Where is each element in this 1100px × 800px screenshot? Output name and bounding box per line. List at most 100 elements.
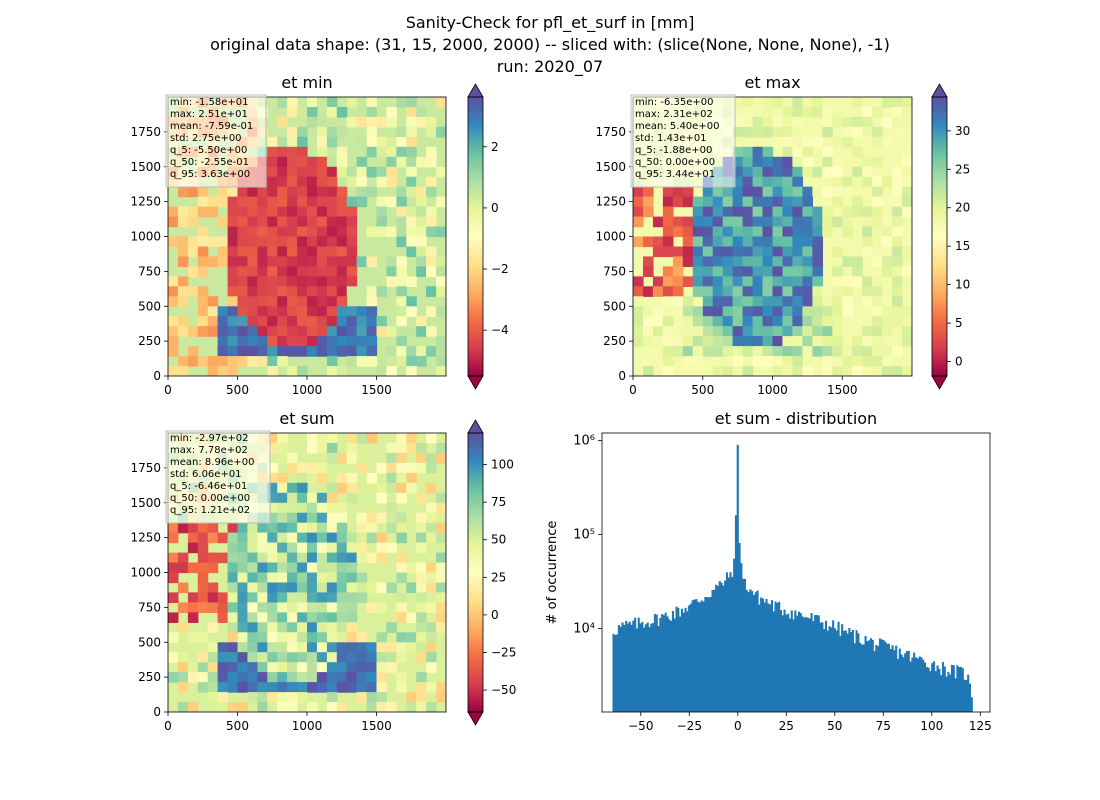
histogram-bar [824, 620, 828, 712]
histogram-bar [900, 654, 903, 712]
histogram-bar [720, 582, 723, 712]
histogram-bar [936, 665, 939, 712]
y-tick-label: 1250 [595, 195, 626, 209]
histogram-bar [761, 598, 764, 712]
histogram-bar [932, 661, 936, 712]
colorbar-frame [931, 96, 948, 377]
histogram-bar [970, 697, 973, 712]
colorbar-tick-label: −50 [491, 683, 516, 697]
histogram-bar [770, 600, 773, 712]
y-tick-label: 750 [138, 600, 161, 614]
stats-line: std: 2.75e+00 [170, 133, 242, 144]
x-tick-label: 75 [876, 719, 891, 733]
x-tick-label: −50 [628, 719, 653, 733]
histogram-bar [907, 650, 910, 712]
figure-title-line-1: Sanity-Check for pfl_et_surf in [mm] [405, 13, 695, 32]
y-tick-label: 500 [138, 299, 161, 313]
histogram-bar [839, 635, 842, 712]
histogram-bar [684, 607, 687, 712]
colorbar-tick-label: 50 [491, 533, 506, 547]
histogram-bar [641, 621, 644, 712]
figure-title-line-2: original data shape: (31, 15, 2000, 2000… [210, 35, 890, 54]
colorbar-tick-label: 15 [955, 239, 970, 253]
histogram-bar [925, 667, 928, 712]
y-tick-label: 10⁴ [573, 622, 595, 637]
histogram-bar [869, 638, 873, 712]
histogram-bar [887, 643, 891, 712]
histogram-bar [751, 591, 754, 712]
histogram-bar [850, 631, 853, 712]
histogram-bar [943, 666, 946, 712]
y-tick-label: 250 [138, 670, 161, 684]
y-tick-label: 1000 [130, 566, 161, 580]
stats-line: min: -6.35e+00 [635, 97, 714, 108]
histogram-bar [637, 617, 640, 712]
x-tick-label: 0 [629, 383, 637, 397]
histogram-bar [927, 667, 930, 712]
histogram-bar [886, 643, 889, 712]
histogram-bar [918, 656, 921, 712]
histogram-bar [952, 665, 955, 712]
histogram-bar [889, 649, 892, 712]
panel-title: et min [281, 73, 332, 92]
stats-line: mean: -7.59e-01 [170, 121, 253, 132]
histogram-bar [742, 578, 745, 712]
histogram-bar [963, 679, 966, 712]
histogram-bar [644, 624, 647, 712]
histogram-bar [806, 617, 810, 712]
histogram-bar [653, 614, 656, 712]
colorbar-gradient [468, 97, 483, 376]
y-tick-label: 1750 [130, 125, 161, 139]
histogram-bar [745, 590, 748, 712]
histogram-bar [896, 658, 900, 712]
histogram-bar [740, 563, 743, 712]
histogram-bar [877, 646, 880, 712]
histogram-bar [716, 585, 719, 712]
histogram-bar [646, 622, 649, 712]
axes-frame [601, 432, 991, 713]
histogram-bar [941, 662, 945, 712]
colorbar-tick-label: 0 [491, 608, 499, 622]
histogram-bar [733, 558, 736, 712]
colorbar-extend-max [467, 419, 484, 434]
stats-line: max: 7.78e+02 [170, 445, 248, 456]
histogram-bar [814, 615, 817, 712]
histogram-bar [626, 623, 629, 712]
histogram-bar [954, 678, 957, 712]
histogram-bar [803, 617, 806, 712]
histogram-bar [855, 630, 858, 712]
histogram-bar [652, 623, 655, 712]
histogram-bar [628, 621, 631, 712]
histogram-bar [698, 602, 701, 712]
y-tick-label: 1750 [595, 125, 626, 139]
histogram-bar [880, 639, 883, 712]
y-tick-label: 0 [153, 705, 161, 719]
colorbar-tick-label: 10 [955, 278, 970, 292]
histogram-bar [909, 661, 912, 712]
histogram-bar [648, 627, 651, 712]
histogram-bar [639, 623, 642, 712]
colorbar-extend-max [931, 83, 948, 98]
x-tick-label: 0 [164, 383, 172, 397]
histogram-bar [693, 599, 696, 712]
panel-title: et sum - distribution [715, 409, 877, 428]
histogram-bar [961, 668, 964, 712]
colorbar-frame [467, 96, 484, 377]
histogram-bar [765, 598, 768, 712]
histogram-bar [873, 650, 876, 712]
histogram-bar [810, 613, 813, 712]
histogram-bar [902, 657, 905, 712]
histogram-bar [947, 671, 950, 712]
histogram-bar [756, 590, 759, 712]
histogram-bar [650, 623, 653, 712]
colorbar-tick-label: 20 [955, 201, 970, 215]
histogram-bar [882, 640, 885, 712]
y-tick-label: 1500 [130, 496, 161, 510]
histogram-bar [754, 592, 757, 712]
histogram-bar [823, 628, 826, 712]
stats-line: mean: 5.40e+00 [635, 121, 719, 132]
colorbar-tick-label: 100 [491, 458, 514, 472]
histogram-bar [913, 652, 916, 712]
histogram-bar [797, 611, 801, 712]
histogram-bar [691, 600, 694, 712]
